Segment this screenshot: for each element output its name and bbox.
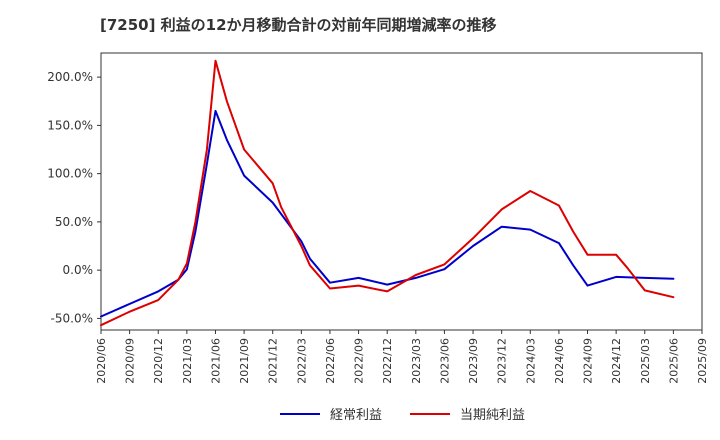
legend-label-net-profit: 当期純利益 — [460, 408, 526, 423]
y-tick-label: 50.0% — [55, 215, 93, 229]
x-tick-label: 2020/09 — [124, 338, 137, 384]
chart-legend: 経常利益 当期純利益 — [0, 404, 720, 426]
legend-swatch-ordinary-profit — [280, 412, 320, 415]
x-tick-label: 2022/03 — [295, 338, 308, 384]
x-tick-label: 2024/09 — [582, 338, 595, 384]
series-line-1 — [100, 59, 675, 327]
series-line-0 — [100, 109, 675, 318]
x-tick-label: 2024/03 — [524, 338, 537, 384]
x-tick-label: 2023/12 — [496, 338, 509, 384]
x-tick-label: 2022/06 — [324, 338, 337, 384]
x-tick-label: 2021/06 — [209, 338, 222, 384]
x-tick-label: 2022/09 — [353, 338, 366, 384]
x-tick-label: 2020/12 — [152, 338, 165, 384]
y-tick-label: -50.0% — [51, 311, 93, 325]
plot-area — [100, 52, 703, 331]
x-tick-label: 2020/06 — [95, 338, 108, 384]
x-tick-label: 2023/03 — [410, 338, 423, 384]
x-tick-label: 2024/06 — [553, 338, 566, 384]
legend-swatch-net-profit — [410, 412, 450, 415]
x-tick-label: 2021/09 — [238, 338, 251, 384]
x-tick-label: 2025/06 — [667, 338, 680, 384]
chart-title: [7250] 利益の12か月移動合計の対前年同期増減率の推移 — [100, 16, 497, 34]
y-tick-label: 100.0% — [47, 167, 93, 181]
x-tick-label: 2021/12 — [267, 338, 280, 384]
legend-item-net-profit: 当期純利益 — [410, 404, 525, 423]
y-tick-label: 0.0% — [63, 263, 94, 277]
y-tick-label: 150.0% — [47, 118, 93, 132]
legend-item-ordinary-profit: 経常利益 — [280, 404, 382, 423]
x-tick-label: 2023/09 — [467, 338, 480, 384]
x-tick-label: 2024/12 — [610, 338, 623, 384]
y-tick-label: 200.0% — [47, 70, 93, 84]
x-tick-label: 2021/03 — [181, 338, 194, 384]
x-tick-label: 2025/09 — [696, 338, 709, 384]
legend-label-ordinary-profit: 経常利益 — [330, 408, 383, 423]
x-tick-label: 2023/06 — [438, 338, 451, 384]
x-tick-label: 2025/03 — [639, 338, 652, 384]
x-tick-label: 2022/12 — [381, 338, 394, 384]
